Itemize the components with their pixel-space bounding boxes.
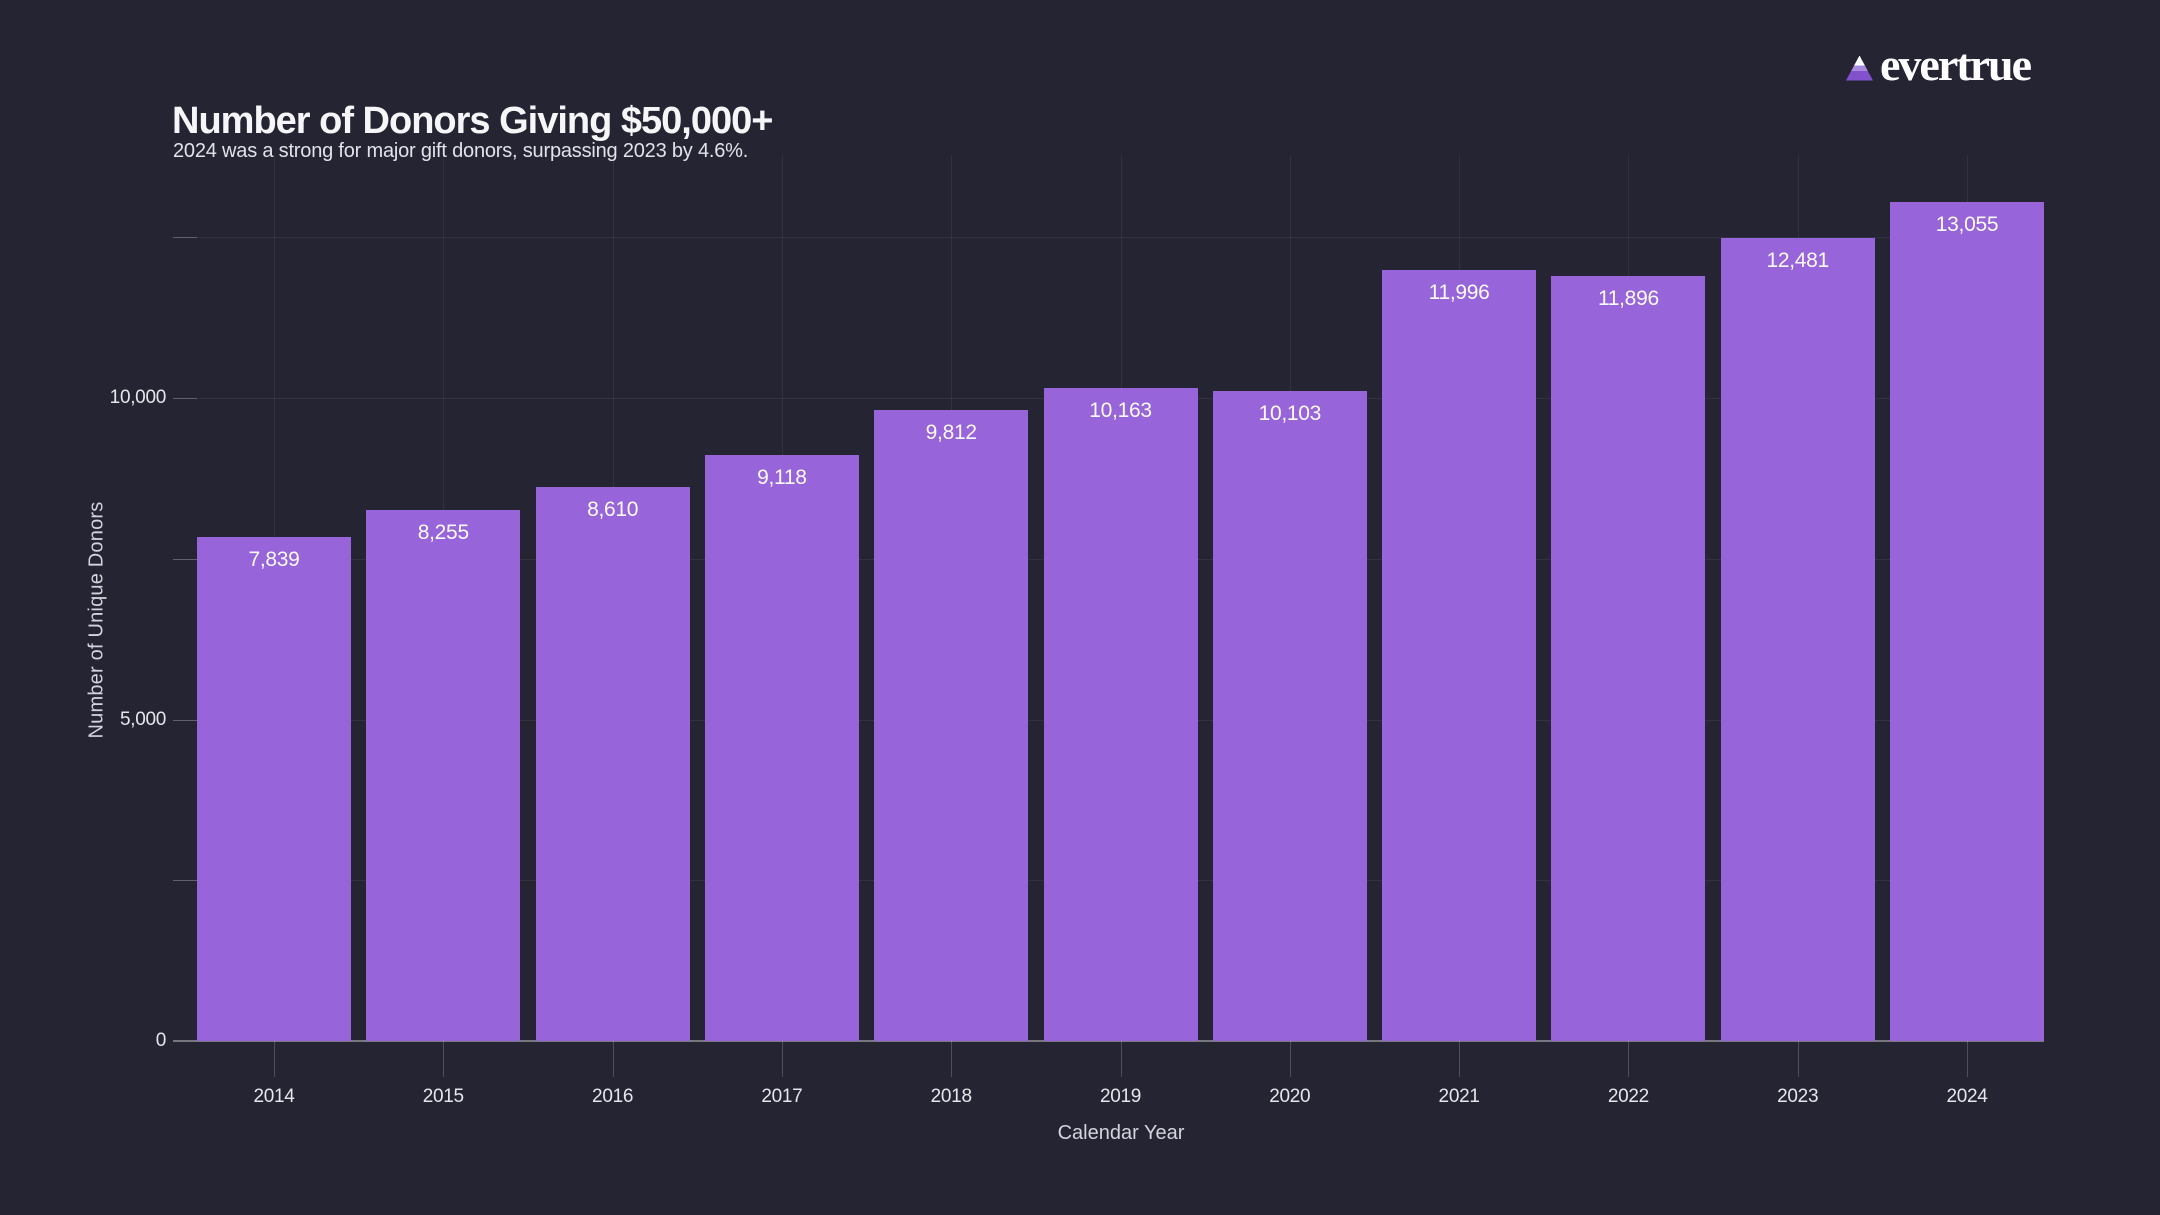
bar-2019[interactable]: 10,163 — [1043, 387, 1198, 1041]
bar-2024[interactable]: 13,055 — [1890, 201, 2044, 1041]
x-axis-tick-label: 2020 — [1269, 1086, 1311, 1107]
x-axis-tick-label: 2024 — [1946, 1086, 1988, 1107]
logo-wordmark: evertrue — [1880, 39, 2032, 90]
x-axis-tick — [274, 1041, 275, 1077]
bar-2020[interactable]: 10,103 — [1212, 391, 1367, 1041]
x-axis-tick — [1289, 1041, 1291, 1077]
x-axis-tick-label: 2021 — [1438, 1086, 1480, 1107]
x-axis-tick — [781, 1041, 783, 1077]
bar-2016[interactable]: 8,610 — [535, 487, 690, 1041]
bar-value-label: 7,839 — [248, 547, 300, 571]
bar-value-label: 13,055 — [1935, 212, 1999, 236]
x-axis-line — [173, 1040, 2044, 1042]
chart-subtitle: 2024 was a strong for major gift donors,… — [173, 140, 749, 162]
bar-value-label: 12,481 — [1766, 249, 1829, 273]
y-axis-tick — [173, 719, 197, 721]
bar-value-label: 11,996 — [1428, 280, 1490, 304]
bar-value-label: 8,610 — [587, 498, 639, 522]
horizontal-gridline — [197, 237, 2044, 239]
x-axis-tick-label: 2018 — [930, 1086, 972, 1107]
bar-2017[interactable]: 9,118 — [704, 454, 859, 1041]
y-axis-tick — [173, 237, 197, 239]
bar-2018[interactable]: 9,812 — [874, 410, 1029, 1041]
y-axis-tick-label: 0 — [155, 1030, 167, 1051]
y-axis-tick — [173, 880, 197, 882]
bar-value-label: 10,163 — [1089, 398, 1152, 422]
x-axis-tick — [443, 1041, 445, 1077]
bar-value-label: 9,812 — [925, 421, 977, 445]
x-axis-tick — [951, 1041, 953, 1077]
x-axis-tick-label: 2023 — [1777, 1086, 1819, 1107]
y-axis-tick-label: 5,000 — [119, 708, 166, 730]
bar-value-label: 10,103 — [1258, 402, 1322, 426]
x-axis-tick-label: 2019 — [1099, 1086, 1142, 1107]
x-axis-tick — [1628, 1041, 1630, 1077]
bar-value-label: 9,118 — [757, 465, 807, 489]
x-axis-tick — [1459, 1041, 1461, 1077]
x-axis-title: Calendar Year — [1057, 1122, 1185, 1144]
x-axis-tick — [1120, 1041, 1122, 1077]
x-axis-tick — [1797, 1041, 1799, 1077]
y-axis-tick — [173, 558, 197, 560]
evertrue-logo: evertrue — [1846, 39, 2032, 90]
x-axis-tick — [612, 1041, 614, 1077]
x-axis-tick-label: 2014 — [253, 1086, 295, 1107]
y-axis-tick-label: 10,000 — [109, 387, 167, 408]
bar-2014[interactable]: 7,839 — [197, 536, 351, 1041]
bar-value-label: 11,896 — [1597, 287, 1659, 311]
x-axis-tick-label: 2015 — [422, 1086, 464, 1107]
bar-2021[interactable]: 11,996 — [1382, 269, 1537, 1041]
x-axis-tick — [1967, 1041, 1968, 1077]
x-axis-tick-label: 2022 — [1607, 1086, 1649, 1107]
bar-2023[interactable]: 12,481 — [1720, 238, 1875, 1041]
bar-2022[interactable]: 11,896 — [1551, 276, 1706, 1041]
bar-2015[interactable]: 8,255 — [366, 510, 521, 1041]
chart-title: Number of Donors Giving $50,000+ — [172, 100, 773, 142]
x-axis-tick-label: 2017 — [761, 1086, 803, 1107]
x-axis-tick-label: 2016 — [592, 1086, 634, 1107]
bar-value-label: 8,255 — [417, 521, 469, 545]
y-axis-tick — [173, 398, 197, 399]
